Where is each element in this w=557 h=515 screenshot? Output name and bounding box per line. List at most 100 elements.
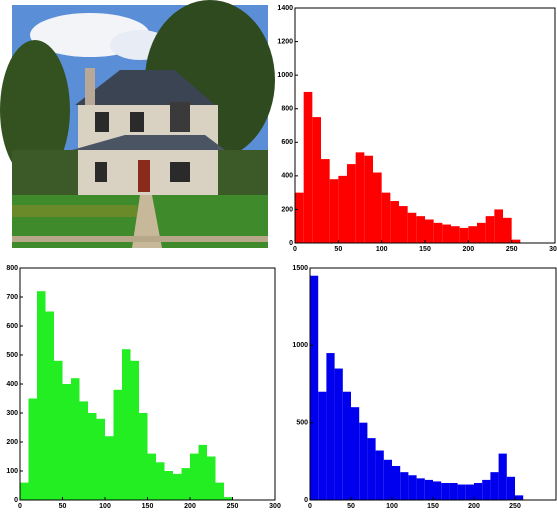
bar bbox=[165, 471, 174, 500]
bar bbox=[449, 483, 457, 500]
bar bbox=[382, 193, 391, 243]
bar bbox=[367, 438, 375, 500]
bar bbox=[392, 466, 400, 500]
x-tick-label: 100 bbox=[386, 503, 398, 510]
bar bbox=[503, 218, 512, 243]
bar bbox=[347, 164, 356, 243]
x-tick-label: 150 bbox=[419, 246, 431, 253]
y-tick-label: 700 bbox=[6, 294, 18, 301]
bar bbox=[182, 468, 191, 500]
y-tick-label: 200 bbox=[281, 206, 293, 213]
bar bbox=[139, 413, 148, 500]
bar bbox=[54, 361, 63, 500]
bar bbox=[425, 480, 433, 500]
y-tick-label: 200 bbox=[6, 439, 18, 446]
bar bbox=[359, 423, 367, 500]
bar bbox=[434, 223, 443, 243]
bar bbox=[199, 445, 208, 500]
bar bbox=[343, 392, 351, 500]
x-tick-label: 200 bbox=[184, 503, 196, 510]
y-tick-label: 400 bbox=[6, 381, 18, 388]
y-tick-label: 300 bbox=[6, 410, 18, 417]
bar bbox=[156, 462, 165, 500]
bar bbox=[499, 454, 507, 500]
bar bbox=[376, 451, 384, 500]
bar bbox=[408, 213, 417, 243]
bar bbox=[295, 193, 304, 243]
x-tick-label: 200 bbox=[462, 246, 474, 253]
y-tick-label: 800 bbox=[6, 265, 18, 272]
house-photo bbox=[0, 0, 275, 248]
bar bbox=[46, 312, 55, 501]
bar bbox=[351, 407, 359, 500]
bar bbox=[190, 454, 199, 500]
bar bbox=[338, 176, 347, 243]
bar bbox=[122, 349, 131, 500]
bar bbox=[356, 152, 365, 243]
y-tick-label: 800 bbox=[281, 106, 293, 113]
x-tick-label: 200 bbox=[468, 503, 480, 510]
bar bbox=[384, 460, 392, 500]
bar bbox=[433, 481, 441, 500]
bar bbox=[310, 276, 318, 500]
bar bbox=[494, 209, 503, 243]
bar bbox=[477, 223, 486, 243]
bar bbox=[216, 483, 225, 500]
y-tick-label: 500 bbox=[6, 352, 18, 359]
bar bbox=[304, 92, 313, 243]
y-tick-label: 600 bbox=[281, 139, 293, 146]
bar bbox=[490, 472, 498, 500]
y-tick-label: 1000 bbox=[292, 342, 308, 349]
bar bbox=[416, 216, 425, 243]
x-tick-label: 300 bbox=[269, 503, 281, 510]
x-tick-label: 0 bbox=[308, 503, 312, 510]
bar bbox=[373, 173, 382, 244]
bar bbox=[482, 480, 490, 500]
bar bbox=[417, 478, 425, 500]
x-tick-label: 150 bbox=[427, 503, 439, 510]
x-tick-label: 250 bbox=[506, 246, 518, 253]
bar bbox=[71, 378, 80, 500]
bar bbox=[460, 228, 469, 243]
bar bbox=[512, 240, 521, 243]
x-tick-label: 150 bbox=[142, 503, 154, 510]
x-tick-label: 0 bbox=[18, 503, 22, 510]
bar bbox=[466, 485, 474, 500]
x-tick-label: 50 bbox=[334, 246, 342, 253]
y-tick-label: 1200 bbox=[277, 38, 293, 45]
bar bbox=[330, 179, 339, 243]
bar bbox=[88, 413, 97, 500]
bar bbox=[326, 353, 334, 500]
x-tick-label: 50 bbox=[347, 503, 355, 510]
y-tick-label: 1400 bbox=[277, 5, 293, 12]
x-tick-label: 250 bbox=[509, 503, 521, 510]
y-tick-label: 600 bbox=[6, 323, 18, 330]
bar bbox=[29, 399, 38, 501]
y-tick-label: 400 bbox=[281, 173, 293, 180]
bar bbox=[63, 384, 72, 500]
bar bbox=[408, 475, 416, 500]
bar bbox=[114, 390, 123, 500]
y-tick-label: 1000 bbox=[277, 72, 293, 79]
y-tick-label: 100 bbox=[6, 468, 18, 475]
x-tick-label: 250 bbox=[227, 503, 239, 510]
bar bbox=[425, 220, 434, 244]
bar bbox=[507, 477, 515, 500]
bar bbox=[486, 216, 495, 243]
bar bbox=[20, 483, 29, 500]
x-tick-label: 100 bbox=[99, 503, 111, 510]
bar bbox=[364, 156, 373, 243]
figure: 0 200 400 600 800 1000 1200 1400 0 50 100 150 200 250… bbox=[0, 0, 557, 510]
bar bbox=[390, 201, 399, 243]
bar bbox=[105, 436, 114, 500]
bar bbox=[441, 483, 449, 500]
page: 0 200 400 600 800 1000 1200 1400 0 50 100 150 200 250… bbox=[0, 0, 557, 515]
bar bbox=[148, 454, 157, 500]
bar bbox=[458, 485, 466, 500]
x-tick-label: 300 bbox=[549, 246, 557, 253]
x-tick-label: 50 bbox=[59, 503, 67, 510]
bar bbox=[312, 117, 321, 243]
bar bbox=[173, 474, 182, 500]
y-tick-label: 1500 bbox=[292, 265, 308, 272]
bar bbox=[515, 495, 523, 500]
